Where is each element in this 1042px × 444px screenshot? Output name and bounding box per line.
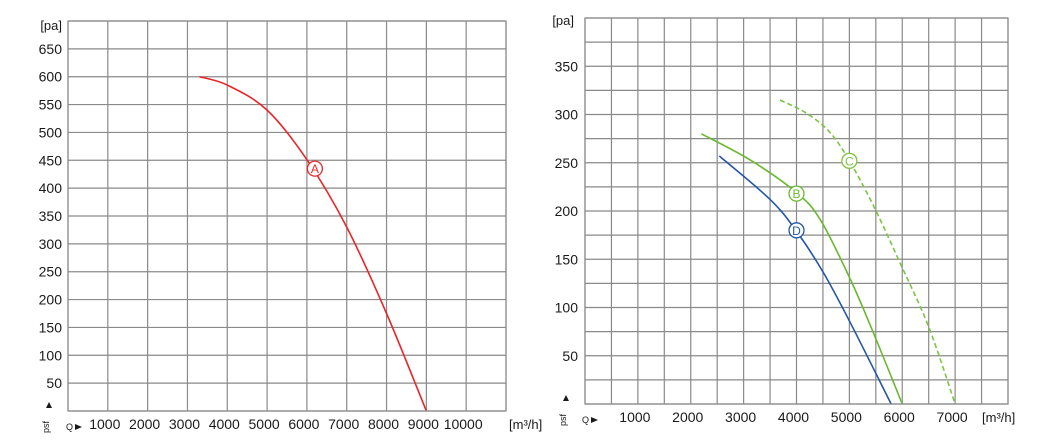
y-tick-label: 50 — [562, 348, 578, 364]
x-tick-label: 7000 — [328, 416, 359, 432]
y-axis-arrow-icon — [46, 402, 52, 408]
y-tick-label: 250 — [39, 264, 63, 280]
curve-label-c: C — [845, 154, 854, 168]
curve-label-b: B — [792, 187, 800, 201]
x-axis-arrow-icon — [591, 417, 598, 423]
x-tick-label: 2000 — [129, 416, 160, 432]
x-tick-label: 1000 — [89, 416, 120, 432]
y-axis-unit-label: [pa] — [40, 18, 62, 33]
x-tick-label: 9000 — [408, 416, 439, 432]
x-tick-label: 6000 — [288, 416, 319, 432]
x-tick-label: 10000 — [444, 416, 483, 432]
y-tick-label: 100 — [555, 300, 579, 316]
y-tick-label: 200 — [39, 292, 63, 308]
x-tick-label: 8000 — [368, 416, 399, 432]
x-tick-label: 7000 — [937, 409, 968, 425]
y-tick-label: 650 — [39, 41, 63, 57]
x-tick-label: 1000 — [619, 409, 650, 425]
x-axis-symbol: Q — [582, 415, 589, 425]
plot-border — [584, 17, 1009, 405]
y-tick-label: 550 — [39, 97, 63, 113]
y-tick-label: 150 — [555, 251, 579, 267]
y-tick-label: 150 — [39, 319, 63, 335]
curve-label-circle-d — [788, 222, 805, 239]
y-axis-symbol: psf — [41, 420, 51, 433]
curve-b — [700, 133, 903, 405]
y-tick-label: 100 — [39, 347, 63, 363]
x-tick-label: 6000 — [884, 409, 915, 425]
y-tick-label: 500 — [39, 124, 63, 140]
y-tick-label: 350 — [555, 58, 579, 74]
chart-left-pressure-vs-airflow: 50 100 150 200 250 300 350 400 450 500 550 600 650 10… — [39, 18, 543, 433]
x-axis-unit-label: [m³/h] — [509, 417, 542, 432]
x-tick-label: 2000 — [672, 409, 703, 425]
curve-d — [718, 155, 892, 405]
plot-border — [67, 20, 507, 412]
x-tick-label: 4000 — [778, 409, 809, 425]
y-tick-label: 250 — [555, 155, 579, 171]
y-axis-unit-label: [pa] — [552, 13, 574, 28]
curve-label-a: A — [311, 162, 319, 176]
y-tick-label: 600 — [39, 69, 63, 85]
x-tick-label: 4000 — [209, 416, 240, 432]
y-axis-symbol: psf — [558, 413, 568, 426]
chart-right-pressure-vs-airflow: 50 100 150 200 250 300 350 1000 2000 3000 4000 5000… — [552, 13, 1015, 426]
y-tick-label: 350 — [39, 208, 63, 224]
y-tick-label: 400 — [39, 180, 63, 196]
y-tick-label: 200 — [555, 203, 579, 219]
x-axis-arrow-icon — [75, 424, 82, 430]
curve-c — [779, 99, 956, 405]
x-tick-label: 3000 — [725, 409, 756, 425]
curve-label-circle-c — [841, 152, 858, 169]
y-axis-arrow-icon — [563, 395, 569, 401]
x-tick-label: 5000 — [831, 409, 862, 425]
curve-label-d: D — [792, 224, 801, 238]
y-tick-label: 450 — [39, 152, 63, 168]
curve-label-circle-a — [306, 160, 324, 177]
y-tick-label: 50 — [46, 375, 62, 391]
x-tick-label: 5000 — [249, 416, 280, 432]
x-axis-unit-label: [m³/h] — [982, 410, 1015, 425]
curve-label-circle-b — [788, 185, 805, 202]
x-axis-symbol: Q — [66, 422, 73, 432]
y-tick-label: 300 — [39, 236, 63, 252]
y-tick-label: 300 — [555, 107, 579, 123]
x-tick-label: 3000 — [169, 416, 200, 432]
